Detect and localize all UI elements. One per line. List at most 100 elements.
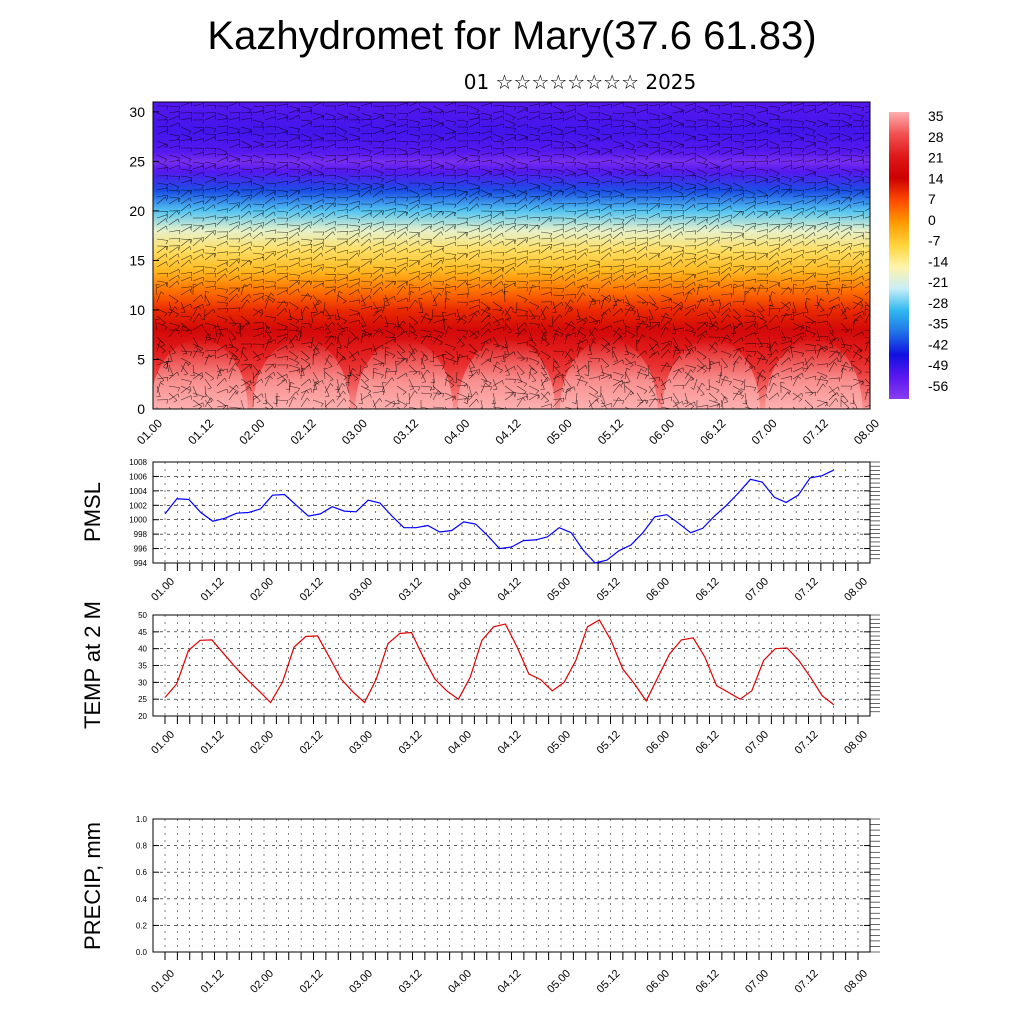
wind-barb (192, 138, 204, 142)
wind-barb (420, 207, 432, 212)
wind-barb (240, 196, 250, 205)
wind-barb (432, 196, 445, 198)
wind-barb (204, 152, 216, 156)
wind-barb (660, 130, 672, 135)
wind-barb-flag (430, 140, 433, 145)
wind-barb-flag (583, 117, 588, 121)
wind-barb-flag (405, 205, 409, 210)
wind-barb (180, 138, 192, 142)
wind-barb-flag (742, 134, 745, 139)
wind-barb (396, 112, 409, 114)
wind-barb (612, 154, 624, 158)
wind-barb-flag (874, 332, 876, 335)
wind-barb (864, 124, 870, 128)
wind-barb (252, 105, 265, 108)
wind-barb (420, 182, 432, 187)
wind-barb (648, 161, 660, 165)
wind-barb-flag (189, 197, 192, 202)
wind-barb-flag (572, 158, 576, 162)
wind-barb-flag (826, 194, 829, 200)
wind-barb-flag (550, 140, 553, 145)
wind-barb-flag (166, 167, 169, 172)
wind-barb (528, 138, 540, 142)
wind-barb-flag (358, 119, 361, 124)
wind-barb-flag (250, 117, 253, 122)
wind-barb (456, 154, 468, 160)
wind-barb (852, 159, 864, 163)
wind-barb (840, 168, 852, 173)
wind-barb (504, 133, 516, 136)
wind-barb-flag (202, 217, 205, 222)
wind-barb (240, 168, 253, 171)
wind-barb (192, 207, 204, 212)
wind-barb-flag (598, 106, 601, 111)
wind-barb (456, 207, 468, 212)
wind-barb-flag (875, 239, 876, 243)
wind-barb (588, 199, 600, 205)
wind-barb (756, 175, 768, 180)
wind-barb (300, 203, 312, 206)
wind-barb (360, 132, 373, 135)
wind-barb-flag (742, 119, 745, 124)
wind-barb (444, 102, 456, 107)
wind-barb (732, 193, 744, 198)
wind-barb (528, 196, 538, 205)
wind-barb (756, 160, 768, 163)
wind-barb (240, 112, 253, 114)
wind-barb-flag (344, 179, 348, 184)
wind-barb (324, 188, 336, 191)
wind-barb (588, 105, 601, 107)
wind-barb-flag (741, 197, 744, 202)
wind-barb-flag (683, 110, 685, 115)
wind-barb-flag (539, 103, 541, 108)
wind-barb-flag (646, 175, 649, 180)
wind-barb-flag (550, 160, 553, 165)
wind-barb-flag (670, 176, 673, 181)
wind-barb (372, 140, 385, 142)
wind-barb (156, 167, 168, 170)
wind-barb (492, 123, 504, 128)
wind-barb (468, 203, 478, 212)
wind-barb (744, 189, 756, 195)
wind-barb-flag (188, 165, 192, 169)
wind-barb (720, 172, 732, 177)
wind-barb-flag (466, 157, 468, 162)
wind-barb-flag (670, 196, 673, 201)
wind-barb (720, 182, 732, 187)
wind-barb (516, 197, 526, 205)
wind-barb (600, 133, 612, 136)
wind-barb (276, 153, 288, 156)
wind-barb-flag (214, 105, 217, 110)
wind-barb-flag (466, 127, 469, 131)
wind-barb-flag (357, 170, 361, 175)
wind-barb (456, 168, 468, 171)
wind-barb (564, 161, 577, 163)
wind-barb-flag (502, 189, 505, 194)
wind-barb-flag (728, 186, 732, 190)
wind-barb-flag (598, 208, 601, 214)
wind-barb (780, 206, 792, 212)
wind-barb (312, 115, 324, 121)
wind-barb-flag (537, 129, 540, 133)
wind-barb-flag (467, 173, 469, 178)
wind-barb (312, 173, 324, 177)
wind-barb-flag (346, 204, 349, 209)
wind-barb (156, 161, 168, 167)
wind-barb (852, 119, 864, 122)
wind-barb-flag (634, 132, 637, 137)
wind-barb-flag (753, 204, 756, 209)
wind-barb-flag (694, 152, 697, 157)
wind-barb (708, 196, 720, 199)
wind-barb (444, 193, 456, 198)
wind-barb (288, 204, 299, 212)
wind-barb (204, 178, 216, 184)
wind-barb (576, 112, 588, 118)
wind-barb-flag (454, 150, 456, 155)
wind-barb (828, 190, 839, 198)
wind-barb (864, 131, 870, 135)
wind-barb (624, 140, 636, 146)
wind-barb-flag (874, 107, 876, 111)
wind-barb-flag (848, 196, 851, 201)
wind-barb (624, 171, 636, 177)
wind-barb-flag (586, 202, 589, 207)
